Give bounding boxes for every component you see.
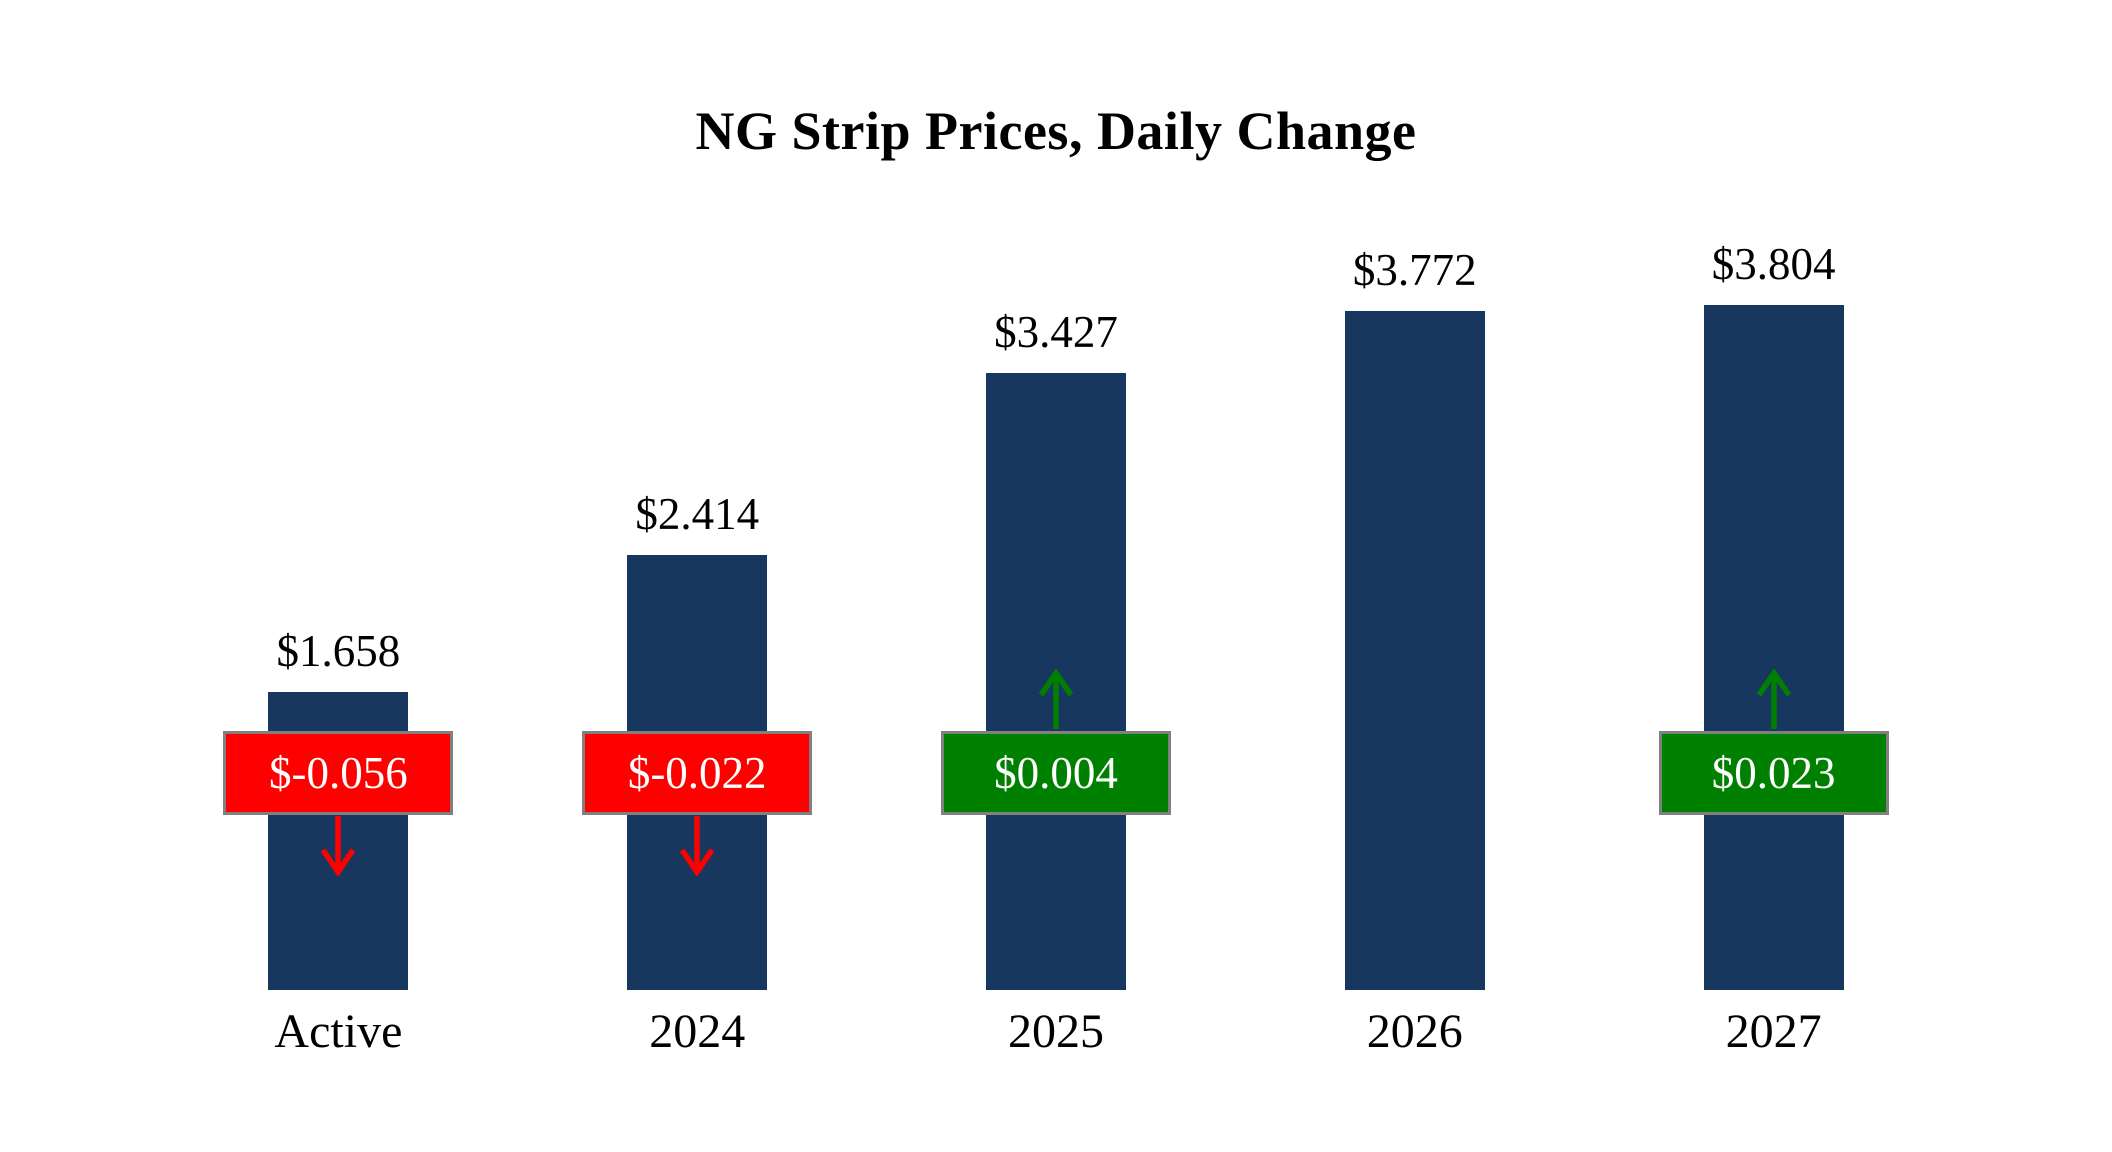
change-value: $0.023 [1711, 748, 1836, 798]
change-badge: $0.023 [1658, 731, 1889, 815]
change-value: $-0.056 [269, 748, 408, 798]
change-arrow-icon [1752, 669, 1796, 731]
change-value: $0.004 [994, 748, 1118, 798]
category-label: 2027 [1725, 1005, 1822, 1058]
change-arrow-icon [1034, 669, 1078, 731]
bar-value-label: $3.427 [994, 306, 1118, 357]
change-badge: $-0.022 [582, 731, 813, 815]
category-label: 2026 [1366, 1005, 1463, 1058]
change-badge: $0.004 [940, 731, 1171, 815]
category-label: Active [274, 1005, 403, 1058]
bar-value-label: $1.658 [276, 625, 401, 676]
category-label: 2025 [1007, 1005, 1104, 1058]
bar [1344, 311, 1485, 990]
bar-column: $2.414 $-0.022 2024 [518, 200, 877, 1058]
change-badge: $-0.056 [223, 731, 454, 815]
bar-column: $3.772 2026 [1235, 200, 1594, 1058]
bar-column: $3.427 $0.004 2025 [877, 200, 1236, 1058]
bar-value-label: $3.804 [1711, 238, 1836, 289]
bar [1703, 305, 1844, 990]
plot-area: $1.658 $-0.056 Active $2.414 [159, 200, 1953, 1058]
chart-title: NG Strip Prices, Daily Change [695, 101, 1417, 161]
bar-value-label: $3.772 [1352, 244, 1477, 295]
bar-column: $3.804 $0.023 2027 [1594, 200, 1953, 1058]
category-label: 2024 [649, 1005, 746, 1058]
change-arrow-icon [675, 814, 719, 876]
bar-column: $1.658 $-0.056 Active [159, 200, 518, 1058]
change-arrow-icon [316, 814, 360, 876]
change-value: $-0.022 [627, 748, 767, 798]
bar-value-label: $2.414 [635, 488, 760, 539]
